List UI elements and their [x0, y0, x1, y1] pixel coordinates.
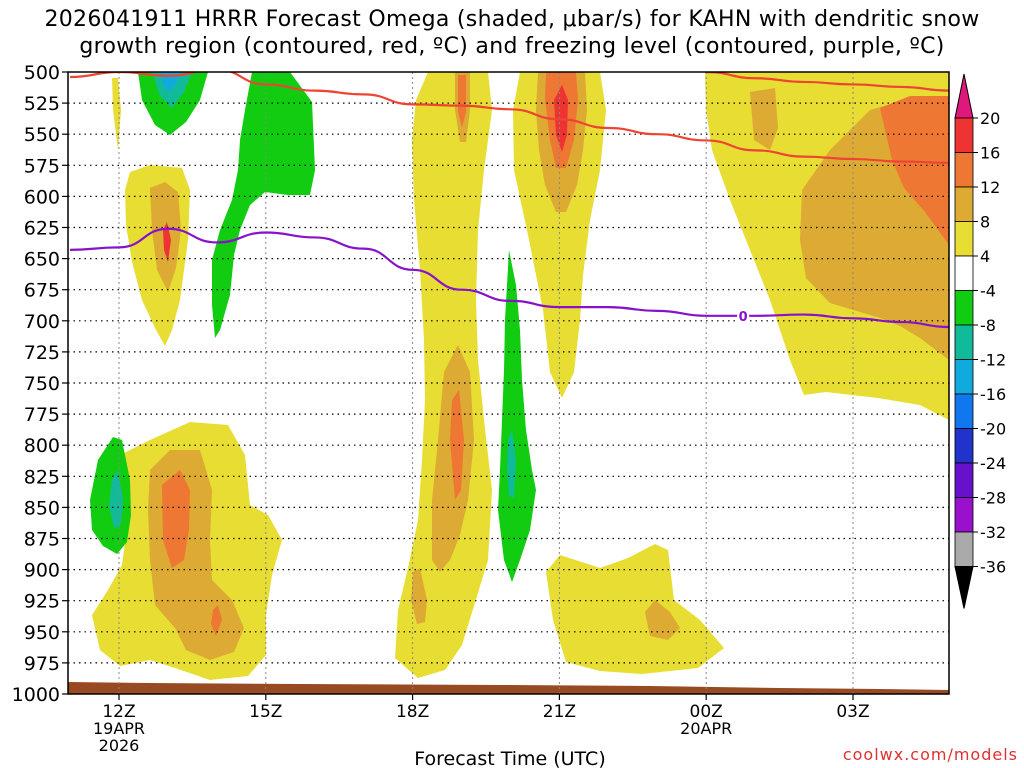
- y-tick-label-675: 675: [24, 280, 60, 302]
- omega-orange-small-2300: [645, 600, 680, 640]
- colorbar-segment-2: [954, 152, 974, 188]
- omega-12-16-regions: [162, 72, 949, 636]
- omega-yellow-column-2100: [513, 72, 606, 398]
- omega-strong-negative-regions: [109, 72, 516, 528]
- y-tick-label-700: 700: [24, 311, 60, 333]
- y-tick-label-800: 800: [24, 435, 60, 457]
- colorbar-label-12: 12: [980, 178, 1000, 197]
- omega-deep-orange-right: [880, 96, 949, 245]
- omega-yellow-column-1900: [395, 72, 492, 678]
- freezing-level-line: [70, 227, 949, 329]
- x-tick-label-03Z: 03Z: [836, 702, 869, 722]
- x-tick-label-12Z: 12Z: [102, 702, 135, 722]
- x-tick-label-21Z: 21Z: [543, 702, 576, 722]
- x-axis-label: Forecast Time (UTC): [414, 748, 605, 768]
- omega-cyan-top-1300: [160, 72, 182, 92]
- y-tick-label-775: 775: [24, 404, 60, 426]
- y-tick-label-850: 850: [24, 497, 60, 519]
- omega-orange-low-1830: [411, 568, 427, 624]
- y-tick-label-975: 975: [24, 653, 60, 675]
- colorbar-segment-7: [954, 324, 974, 360]
- x-tick-label-00Z: 00Z: [690, 702, 723, 722]
- colorbar-segment-4: [954, 221, 974, 257]
- colorbar-segment-3: [954, 186, 974, 222]
- omega-green-column-1500: [212, 72, 315, 338]
- x-tick-sublabel-2026: 2026: [99, 736, 140, 755]
- colorbar-segment-1: [954, 117, 974, 153]
- y-tick-label-825: 825: [24, 466, 60, 488]
- colorbar-label--28: -28: [980, 489, 1006, 508]
- x-tick-label-18Z: 18Z: [396, 702, 429, 722]
- freezing-level-contour-label: 0: [739, 310, 748, 325]
- y-tick-label-600: 600: [24, 186, 60, 208]
- y-tick-label-725: 725: [24, 342, 60, 364]
- omega-teal-column-2000: [507, 430, 516, 498]
- y-tick-label-650: 650: [24, 249, 60, 271]
- colorbar-segment-5: [954, 255, 974, 291]
- grid-lines: [68, 72, 949, 694]
- dgz-line-2: [706, 72, 949, 92]
- omega-deep-orange-lower-1300: [162, 470, 190, 568]
- y-tick-label-1000: 1000: [12, 684, 60, 706]
- omega-yellow-sliver-1130: [112, 78, 121, 150]
- colorbar-segment-13: [954, 531, 974, 567]
- colorbar-label--8: -8: [980, 316, 996, 335]
- omega-deep-orange-small-1400: [211, 605, 222, 636]
- credit-link[interactable]: coolwx.com/models: [843, 745, 1018, 764]
- y-axis: 500 525 550 575 600 625 650 675 700 725 750 775 800 8…: [12, 62, 68, 706]
- x-tick-sublabel-20APR: 20APR: [680, 719, 732, 738]
- colorbar-label--32: -32: [980, 523, 1006, 542]
- y-tick-label-750: 750: [24, 373, 60, 395]
- omega-deep-orange-top-1900: [458, 75, 466, 128]
- omega-red-core-1300: [163, 222, 171, 262]
- colorbar-label-20: 20: [980, 109, 1000, 128]
- colorbar-label--4: -4: [980, 282, 996, 301]
- colorbar-top-arrow: [954, 73, 974, 119]
- colorbar-segment-9: [954, 393, 974, 429]
- colorbar-bottom-arrow: [954, 566, 974, 609]
- omega-teal-top-1300: [152, 72, 192, 108]
- freezing-level-contour: 0: [70, 227, 949, 329]
- colorbar-label-8: 8: [980, 213, 990, 232]
- colorbar: 20 16 12 8 4 -4 -8 -12 -16 -20 -24 -28 -32 -36: [954, 73, 1006, 609]
- x-tick-label-15Z: 15Z: [249, 702, 282, 722]
- colorbar-segment-12: [954, 497, 974, 533]
- dgz-contour-lines: [70, 72, 949, 164]
- colorbar-segment-10: [954, 428, 974, 464]
- colorbar-label-4: 4: [980, 247, 990, 266]
- colorbar-label--12: -12: [980, 351, 1006, 370]
- freezing-label-bg: [737, 307, 750, 322]
- y-tick-label-525: 525: [24, 93, 60, 115]
- dgz-upper-line: [70, 72, 949, 164]
- ground-surface: [68, 682, 949, 694]
- colorbar-label--16: -16: [980, 385, 1006, 404]
- y-tick-label-550: 550: [24, 124, 60, 146]
- y-tick-label-875: 875: [24, 529, 60, 551]
- colorbar-label--24: -24: [980, 454, 1006, 473]
- omega-yellow-lower-2230: [546, 544, 724, 674]
- y-tick-label-900: 900: [24, 560, 60, 582]
- chart-title: 2026041911 HRRR Forecast Omega (shaded, …: [44, 7, 980, 59]
- omega-deep-orange-mid-1900: [450, 390, 464, 500]
- colorbar-segment-6: [954, 290, 974, 326]
- y-tick-label-500: 500: [24, 62, 60, 84]
- y-tick-label-625: 625: [24, 218, 60, 240]
- colorbar-segment-11: [954, 462, 974, 498]
- colorbar-label--20: -20: [980, 420, 1006, 439]
- x-tick-sublabel-19APR: 19APR: [93, 719, 145, 738]
- y-tick-label-950: 950: [24, 622, 60, 644]
- omega-green-column-2000: [498, 250, 536, 582]
- colorbar-label-16: 16: [980, 144, 1000, 163]
- colorbar-segment-8: [954, 359, 974, 395]
- y-tick-label-575: 575: [24, 155, 60, 177]
- y-tick-label-925: 925: [24, 591, 60, 613]
- colorbar-label--36: -36: [980, 558, 1006, 577]
